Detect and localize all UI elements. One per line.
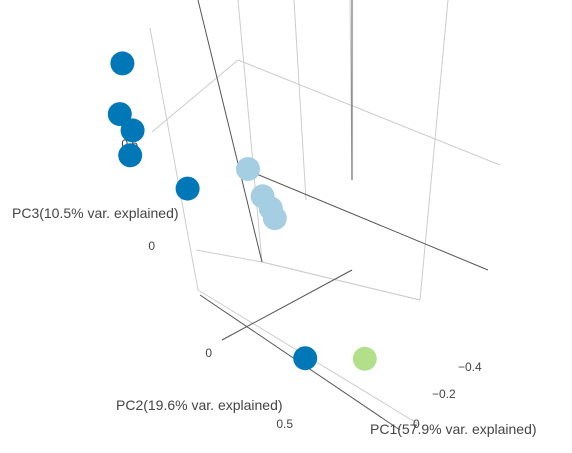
data-point[interactable] — [110, 51, 135, 76]
y-axis-title: PC2(19.6% var. explained) — [116, 397, 283, 413]
grid-floor — [197, 59, 501, 426]
data-point[interactable] — [118, 143, 143, 168]
x-tick-label: −0.4 — [458, 360, 482, 374]
data-points — [107, 51, 377, 371]
z-tick-label: 0 — [148, 239, 155, 253]
pc2-floor-line — [221, 269, 353, 341]
x-axis-title: PC1(57.9% var. explained) — [370, 421, 537, 437]
pc3-axis-line — [197, 0, 263, 263]
z-axis-title: PC3(10.5% var. explained) — [12, 205, 179, 221]
data-point[interactable] — [120, 118, 145, 143]
data-point[interactable] — [262, 206, 287, 231]
data-point[interactable] — [107, 102, 132, 127]
x-tick-label: 0 — [413, 417, 420, 431]
axis-lines — [197, 0, 489, 431]
grid-wall-back — [237, 0, 449, 301]
grid-wall-left — [149, 27, 263, 291]
data-point[interactable] — [293, 346, 318, 371]
tick-labels: 0.5 0 0 0.5 −0.4 −0.2 0 — [121, 137, 482, 431]
data-point[interactable] — [236, 157, 260, 181]
axis-titles: PC3(10.5% var. explained) PC2(19.6% var.… — [12, 205, 537, 437]
y-tick-label: 0.5 — [276, 417, 293, 431]
x-tick-label: −0.2 — [432, 387, 456, 401]
y-tick-label: 0 — [205, 346, 212, 360]
floor-edge-line — [241, 167, 489, 271]
data-point[interactable] — [175, 176, 200, 201]
data-point[interactable] — [352, 346, 377, 371]
